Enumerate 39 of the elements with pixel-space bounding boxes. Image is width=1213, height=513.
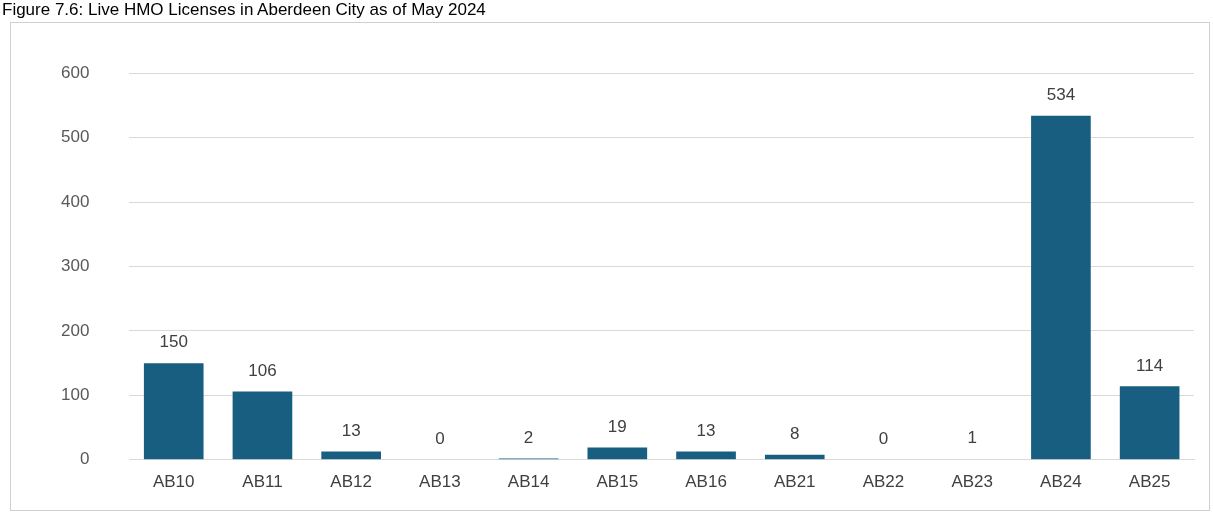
data-label: 114 <box>1136 355 1164 375</box>
y-tick-label: 100 <box>60 385 90 405</box>
x-tick-label: AB14 <box>507 471 550 491</box>
data-label: 19 <box>607 416 627 436</box>
x-tick-label: AB25 <box>1128 471 1171 491</box>
data-label: 534 <box>1046 84 1076 104</box>
x-tick-label: AB10 <box>152 471 195 491</box>
x-tick-label: AB21 <box>773 471 816 491</box>
x-tick-label: AB13 <box>419 471 461 491</box>
bar <box>1119 386 1180 460</box>
y-tick-label: 500 <box>60 127 90 147</box>
y-tick-label: 0 <box>79 449 90 469</box>
data-label: 0 <box>435 428 445 448</box>
data-label: 106 <box>248 360 277 380</box>
chart-title: Figure 7.6: Live HMO Licenses in Aberdeen City as of May 2024 <box>2 0 486 20</box>
x-tick-label: AB11 <box>242 471 283 491</box>
y-tick-label: 300 <box>60 256 90 276</box>
bar <box>143 363 204 460</box>
x-tick-label: AB23 <box>951 471 993 491</box>
bar <box>587 447 648 460</box>
x-tick-label: AB16 <box>685 471 727 491</box>
data-label: 1 <box>967 428 977 448</box>
data-label: 150 <box>159 332 188 352</box>
x-tick-label: AB24 <box>1040 471 1082 491</box>
data-label: 8 <box>790 423 800 443</box>
x-tick-label: AB22 <box>862 471 905 491</box>
y-tick-label: 200 <box>60 320 90 340</box>
data-label: 2 <box>523 427 534 447</box>
y-tick-label: 600 <box>60 62 90 82</box>
x-tick-label: AB15 <box>596 471 639 491</box>
x-tick-label: AB12 <box>330 471 372 491</box>
bar <box>321 451 381 460</box>
y-tick-label: 400 <box>60 191 90 211</box>
data-label: 13 <box>341 420 361 440</box>
data-label: 0 <box>878 428 889 448</box>
bar <box>1031 115 1091 460</box>
bar <box>232 391 293 460</box>
bar <box>676 451 736 460</box>
data-label: 13 <box>696 420 716 440</box>
